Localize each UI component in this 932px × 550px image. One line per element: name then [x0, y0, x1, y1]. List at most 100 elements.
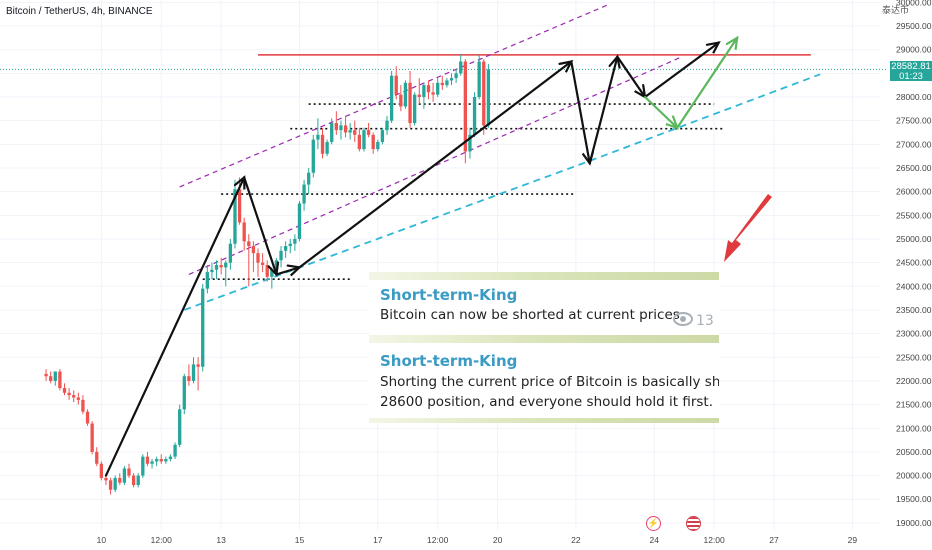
support-trendline	[589, 73, 821, 162]
candle-body	[380, 130, 385, 142]
candle-body	[482, 61, 486, 126]
candle-body	[454, 73, 458, 79]
price-tick-label: 19500.00	[896, 494, 932, 504]
message-text: Bitcoin can now be shorted at current pr…	[380, 307, 680, 323]
candle-body	[104, 477, 108, 481]
candle-body	[76, 397, 80, 400]
candle-body	[357, 134, 362, 150]
price-tick-label: 28000.00	[896, 92, 932, 102]
candle-body	[366, 130, 371, 135]
candle-body	[486, 69, 491, 126]
candle-body	[150, 461, 154, 464]
candle-body	[118, 477, 122, 483]
candle-body	[297, 203, 302, 239]
candle-body	[283, 246, 288, 251]
scenario-arrow-head	[665, 115, 680, 130]
candle-body	[376, 141, 380, 150]
candle-body	[307, 172, 311, 185]
candle-body	[99, 463, 104, 478]
trend-arrow-head	[286, 264, 302, 277]
candle-body	[477, 61, 481, 98]
view-count: 13	[696, 313, 714, 329]
eye-icon	[673, 312, 693, 326]
candle-body	[408, 82, 412, 124]
candle-body	[330, 123, 334, 142]
grid	[0, 0, 880, 530]
message-strip	[369, 335, 719, 343]
time-tick-label: 27	[769, 535, 779, 545]
candle-body	[426, 85, 431, 93]
message-views: 13	[673, 312, 714, 329]
candle-body	[413, 94, 417, 124]
candle-body	[154, 459, 159, 462]
trend-arrow	[570, 60, 591, 165]
candle-body	[274, 260, 279, 270]
channel-upper	[179, 4, 609, 188]
price-tick-label: 21500.00	[896, 400, 932, 410]
price-tick-label: 25000.00	[896, 234, 932, 244]
candle-body	[445, 80, 449, 86]
candle-body	[394, 75, 398, 95]
trend-channel	[179, 4, 821, 311]
candle-body	[270, 269, 274, 277]
callout-arrow-shape	[724, 194, 772, 262]
price-tick-label: 27500.00	[896, 116, 932, 126]
bar-countdown: 01:23	[899, 71, 923, 82]
candle-body	[145, 456, 150, 464]
candle-body	[136, 475, 140, 486]
trend-arrow-head	[634, 84, 647, 100]
candle-body	[403, 82, 408, 107]
candle-body	[251, 246, 256, 254]
message-author: Short-term-King	[380, 286, 518, 304]
candle-body	[302, 184, 306, 204]
candle-body	[389, 75, 394, 121]
candle-body	[168, 456, 173, 460]
candle-body	[178, 409, 182, 445]
price-tick-label: 26500.00	[896, 163, 932, 173]
time-tick-label: 12:00	[427, 535, 449, 545]
candle-body	[81, 399, 85, 412]
time-tick-label: 17	[373, 535, 383, 545]
candle-body	[131, 475, 136, 486]
us-flag-event-icon[interactable]	[686, 516, 701, 531]
trend-arrow-head	[233, 175, 246, 190]
candle-body	[385, 120, 389, 131]
candle-body	[67, 392, 71, 396]
time-tick-label: 12:00	[703, 535, 725, 545]
trend-arrow-head	[705, 41, 721, 54]
candle-body	[265, 265, 269, 277]
candle-body	[233, 189, 237, 244]
candle-body	[95, 451, 99, 464]
candle-body	[459, 61, 463, 74]
flash-event-icon[interactable]: ⚡	[646, 516, 661, 531]
price-tick-label: 29500.00	[896, 21, 932, 31]
price-tick-label: 27000.00	[896, 139, 932, 149]
candle-body	[237, 189, 242, 223]
message-text: 28600 position, and everyone should hold…	[380, 394, 713, 410]
candle-body	[399, 94, 403, 107]
time-tick-label: 13	[216, 535, 226, 545]
currency-label: 泰达币	[882, 5, 910, 15]
candle-body	[228, 243, 233, 263]
candle-body	[49, 376, 53, 381]
candle-body	[224, 262, 228, 268]
scenario-arrow	[676, 36, 739, 129]
candle-body	[371, 134, 375, 150]
price-tick-label: 29000.00	[896, 45, 932, 55]
message-strip	[369, 272, 719, 280]
trend-arrow	[643, 41, 720, 99]
candle-body	[108, 480, 113, 490]
candle-body	[182, 376, 186, 410]
candle-body	[260, 262, 265, 265]
price-tick-label: 22500.00	[896, 352, 932, 362]
time-tick-label: 10	[97, 535, 107, 545]
candle-body	[62, 388, 67, 393]
candle-body	[58, 371, 62, 389]
price-tick-label: 30000.00	[896, 0, 932, 7]
trend-arrow	[243, 176, 278, 276]
candle-body	[214, 265, 219, 270]
time-tick-label: 15	[295, 535, 305, 545]
message-text: Shorting the current price of Bitcoin is…	[380, 374, 719, 390]
candle-body	[247, 241, 251, 247]
